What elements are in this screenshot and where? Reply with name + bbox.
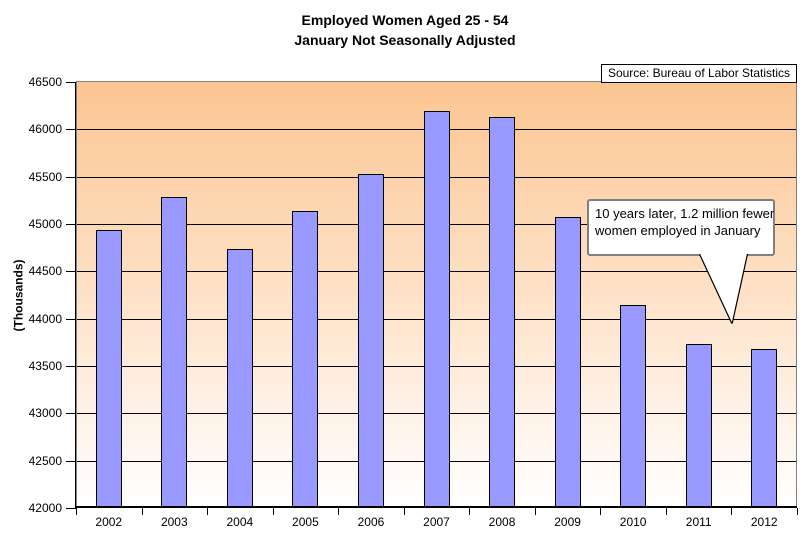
y-tick-mark <box>66 176 76 178</box>
x-tick-label: 2011 <box>685 515 712 529</box>
y-tick-mark <box>66 460 76 462</box>
x-tick-label: 2009 <box>554 515 581 529</box>
bar-2006 <box>357 173 384 508</box>
y-tick-label: 46000 <box>28 122 62 137</box>
y-tick-label: 42500 <box>28 453 62 468</box>
callout-text-line1: 10 years later, 1.2 million fewer <box>595 206 775 221</box>
y-tick-label: 44000 <box>28 311 62 326</box>
y-tick-mark <box>66 224 76 225</box>
source-attribution-box: Source: Bureau of Labor Statistics <box>601 64 797 83</box>
bar-2011 <box>685 343 712 508</box>
y-tick-mark <box>66 318 76 320</box>
x-tick-mark <box>272 508 274 515</box>
y-tick-mark <box>66 129 76 131</box>
x-tick-mark <box>469 508 471 515</box>
bar-2008 <box>489 117 516 508</box>
y-tick-label: 45000 <box>28 217 62 231</box>
y-tick-label: 42000 <box>28 501 62 515</box>
bar-2003 <box>161 196 188 508</box>
bar-2007 <box>423 111 450 508</box>
chart-title: Employed Women Aged 25 - 54 <box>301 12 509 28</box>
x-tick-label: 2012 <box>750 515 778 529</box>
bar-2010 <box>620 304 647 508</box>
chart-subtitle: January Not Seasonally Adjusted <box>294 32 516 48</box>
bar-2012 <box>751 348 778 508</box>
y-tick-mark <box>66 366 76 367</box>
x-tick-label: 2007 <box>423 515 450 529</box>
x-tick-mark <box>207 508 209 515</box>
x-tick-label: 2008 <box>488 515 516 529</box>
x-tick-label: 2010 <box>619 515 647 529</box>
callout-text-line2: women employed in January <box>595 223 761 238</box>
x-tick-label: 2006 <box>357 515 385 529</box>
x-axis-line <box>75 506 797 508</box>
x-tick-label: 2002 <box>95 515 123 529</box>
x-tick-mark <box>600 508 602 515</box>
y-tick-mark <box>66 508 76 509</box>
x-tick-mark <box>731 508 733 515</box>
x-tick-mark <box>534 508 536 515</box>
x-tick-mark <box>797 508 798 515</box>
chart-title-block: Employed Women Aged 25 - 54 January Not … <box>0 10 810 50</box>
y-tick-label: 45500 <box>28 169 62 184</box>
x-tick-mark <box>403 508 405 515</box>
y-tick-label: 43000 <box>28 406 62 421</box>
y-tick-label: 46500 <box>28 75 62 89</box>
y-tick-mark <box>66 82 76 83</box>
y-tick-label: 44500 <box>28 264 62 279</box>
y-axis-title: (Thousands) <box>11 259 26 332</box>
bar-2009 <box>554 217 581 508</box>
bar-2002 <box>95 230 122 508</box>
x-tick-mark <box>338 508 340 515</box>
y-tick-label: 43500 <box>28 359 62 373</box>
y-tick-mark <box>66 413 76 415</box>
x-tick-label: 2004 <box>226 515 254 529</box>
bar-2005 <box>292 210 319 508</box>
bar-2004 <box>226 249 253 508</box>
y-axis-line <box>75 82 76 508</box>
y-tick-mark <box>66 271 76 273</box>
x-tick-mark <box>665 508 667 515</box>
x-tick-mark <box>76 508 77 515</box>
x-tick-mark <box>141 508 143 515</box>
callout-annotation: 10 years later, 1.2 million fewer women … <box>587 199 775 256</box>
x-tick-label: 2003 <box>160 515 188 529</box>
x-tick-label: 2005 <box>292 515 319 529</box>
